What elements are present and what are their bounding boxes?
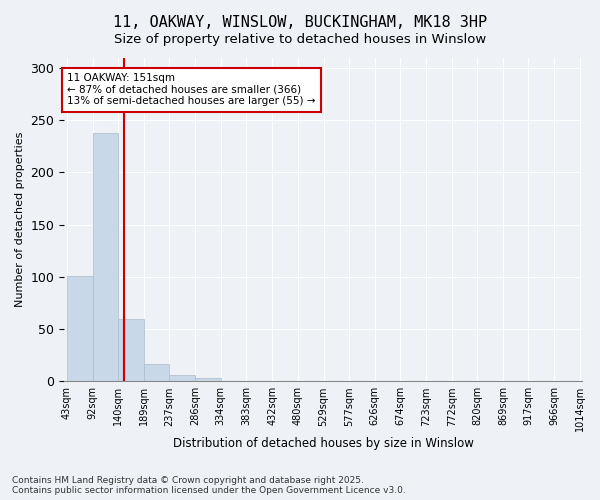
Text: Contains HM Land Registry data © Crown copyright and database right 2025.
Contai: Contains HM Land Registry data © Crown c…: [12, 476, 406, 495]
Text: 11 OAKWAY: 151sqm
← 87% of detached houses are smaller (366)
13% of semi-detache: 11 OAKWAY: 151sqm ← 87% of detached hous…: [67, 73, 316, 106]
Bar: [67, 276, 92, 382]
Bar: [169, 375, 195, 382]
Bar: [92, 132, 118, 382]
X-axis label: Distribution of detached houses by size in Winslow: Distribution of detached houses by size …: [173, 437, 473, 450]
Bar: [118, 318, 144, 382]
Bar: [195, 378, 221, 382]
Text: Size of property relative to detached houses in Winslow: Size of property relative to detached ho…: [114, 32, 486, 46]
Bar: [144, 364, 169, 382]
Y-axis label: Number of detached properties: Number of detached properties: [15, 132, 25, 307]
Text: 11, OAKWAY, WINSLOW, BUCKINGHAM, MK18 3HP: 11, OAKWAY, WINSLOW, BUCKINGHAM, MK18 3H…: [113, 15, 487, 30]
